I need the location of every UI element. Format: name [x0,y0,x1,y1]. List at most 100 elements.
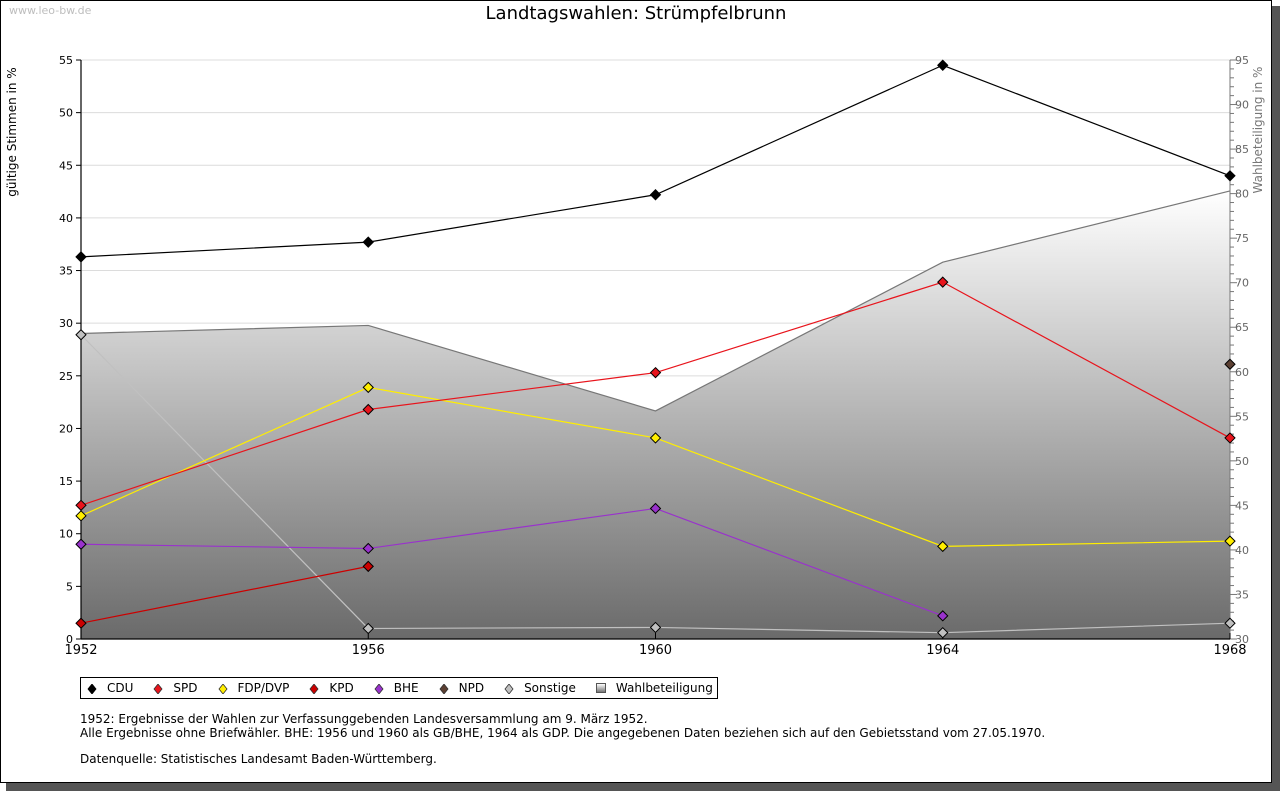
turnout-area [80,190,1231,640]
data-point-spd [362,403,374,416]
data-source: Datenquelle: Statistisches Landesamt Bad… [80,752,437,766]
data-point-fdp-dvp [362,381,374,394]
y-tick-label: 15 [59,475,73,488]
legend-diamond-icon [309,683,319,695]
legend: CDU SPD FDP/DVP KPD BHE NPD Sonstige Wahlbeteil… [80,677,718,699]
legend-item-spd: SPD [153,681,198,695]
series-line-kpd [80,565,369,624]
legend-label: FDP/DVP [237,681,290,695]
legend-diamond-icon [217,683,228,695]
legend-item-wahlbeteiligung: Wahlbeteiligung [595,681,713,695]
data-point-npd [1224,358,1236,370]
y2-tick-label: 65 [1235,321,1249,334]
data-point-cdu [362,236,374,248]
data-point-spd [75,499,87,512]
x-tick-label: 1956 [352,643,385,658]
legend-item-bhe: BHE [374,681,419,695]
data-point-kpd [75,617,87,629]
data-point-spd [1224,432,1236,444]
x-tick-label: 1952 [64,643,97,658]
legend-item-sonstige: Sonstige [504,681,576,695]
data-point-cdu [75,251,87,263]
x-tick-label: 1968 [1213,643,1246,658]
legend-label: Wahlbeteiligung [615,681,713,695]
data-point-bhe [649,502,662,515]
data-point-fdp-dvp [649,432,662,444]
data-point-bhe [75,538,87,550]
y2-tick-label: 70 [1235,277,1249,290]
data-point-sonstige [1224,617,1236,629]
y2-tick-label: 50 [1235,455,1249,468]
y2-tick-label: 75 [1235,232,1249,245]
data-point-spd [649,366,662,379]
y-tick-label: 0 [66,633,73,646]
data-point-sonstige [362,622,374,635]
y2-tick-label: 35 [1235,588,1249,601]
legend-diamond-icon [87,683,97,695]
y2-tick-label: 95 [1235,54,1249,67]
legend-diamond-icon [439,683,449,695]
y-tick-label: 30 [59,317,73,330]
x-tick-label: 1960 [639,643,672,658]
data-point-fdp-dvp [75,510,87,522]
y2-tick-label: 60 [1235,366,1249,379]
y-tick-label: 50 [59,107,73,120]
y-tick-label: 55 [59,54,73,67]
legend-diamond-icon [374,683,384,695]
axes: 0 5 10 15 20 25 30 35 40 45 50 55 30 35 40 45 50 55 60 65 70… [59,54,1249,658]
y-tick-label: 25 [59,370,73,383]
y2-axis-label: Wahlbeteiligung in % [1251,67,1265,194]
y-tick-label: 40 [59,212,73,225]
legend-item-kpd: KPD [309,681,354,695]
data-point-cdu [1224,170,1236,182]
chart-title: Landtagswahlen: Strümpfelbrunn [485,3,787,24]
data-point-sonstige [937,626,949,639]
turnout-area-edge [80,190,1231,412]
data-point-sonstige [649,621,662,634]
x-tick-label: 1964 [926,643,959,658]
y2-tick-label: 45 [1235,499,1249,512]
watermark: www.leo-bw.de [9,4,92,17]
data-point-spd [937,276,949,288]
legend-label: CDU [107,681,134,695]
legend-label: NPD [458,681,485,695]
legend-label: BHE [393,681,419,695]
y-tick-label: 45 [59,159,73,172]
data-point-bhe [937,610,949,622]
legend-label: KPD [329,681,354,695]
legend-square-icon [595,683,606,693]
y2-tick-label: 40 [1235,544,1249,557]
y-axis-label: gültige Stimmen in % [5,67,19,196]
frame-shadow-bottom [6,783,1280,791]
data-point-fdp-dvp [1224,535,1236,547]
frame-shadow-right [1272,6,1280,791]
y2-tick-label: 30 [1235,633,1249,646]
legend-diamond-icon [153,683,163,695]
legend-label: Sonstige [524,681,576,695]
legend-item-npd: NPD [439,681,484,695]
y-tick-label: 10 [59,528,73,541]
legend-diamond-icon [504,683,514,695]
y2-tick-label: 80 [1235,188,1249,201]
y2-tick-label: 55 [1235,410,1249,423]
y2-tick-label: 90 [1235,99,1249,112]
turnout-area-fill [81,190,1230,640]
data-point-fdp-dvp [937,540,949,553]
y2-tick-label: 85 [1235,143,1249,156]
series-markers [75,59,1236,639]
data-point-cdu [649,189,662,201]
data-point-bhe [362,542,374,555]
note-line-2: Alle Ergebnisse ohne Briefwähler. BHE: 1… [80,726,1046,740]
series-line-cdu [80,64,1231,258]
legend-label: SPD [173,681,198,695]
series-line-bhe [80,507,943,617]
y-tick-label: 35 [59,265,73,278]
data-point-cdu [937,59,949,71]
y-tick-label: 20 [59,422,73,435]
data-point-kpd [362,560,374,573]
data-point-sonstige [75,329,87,341]
y-tick-label: 5 [66,580,73,593]
legend-item-fdp-dvp: FDP/DVP [217,681,290,695]
legend-item-cdu: CDU [87,681,133,695]
chart-plot: 0 5 10 15 20 25 30 35 40 45 50 55 30 35 40 45 50 55 60 65 70… [5,54,1265,658]
